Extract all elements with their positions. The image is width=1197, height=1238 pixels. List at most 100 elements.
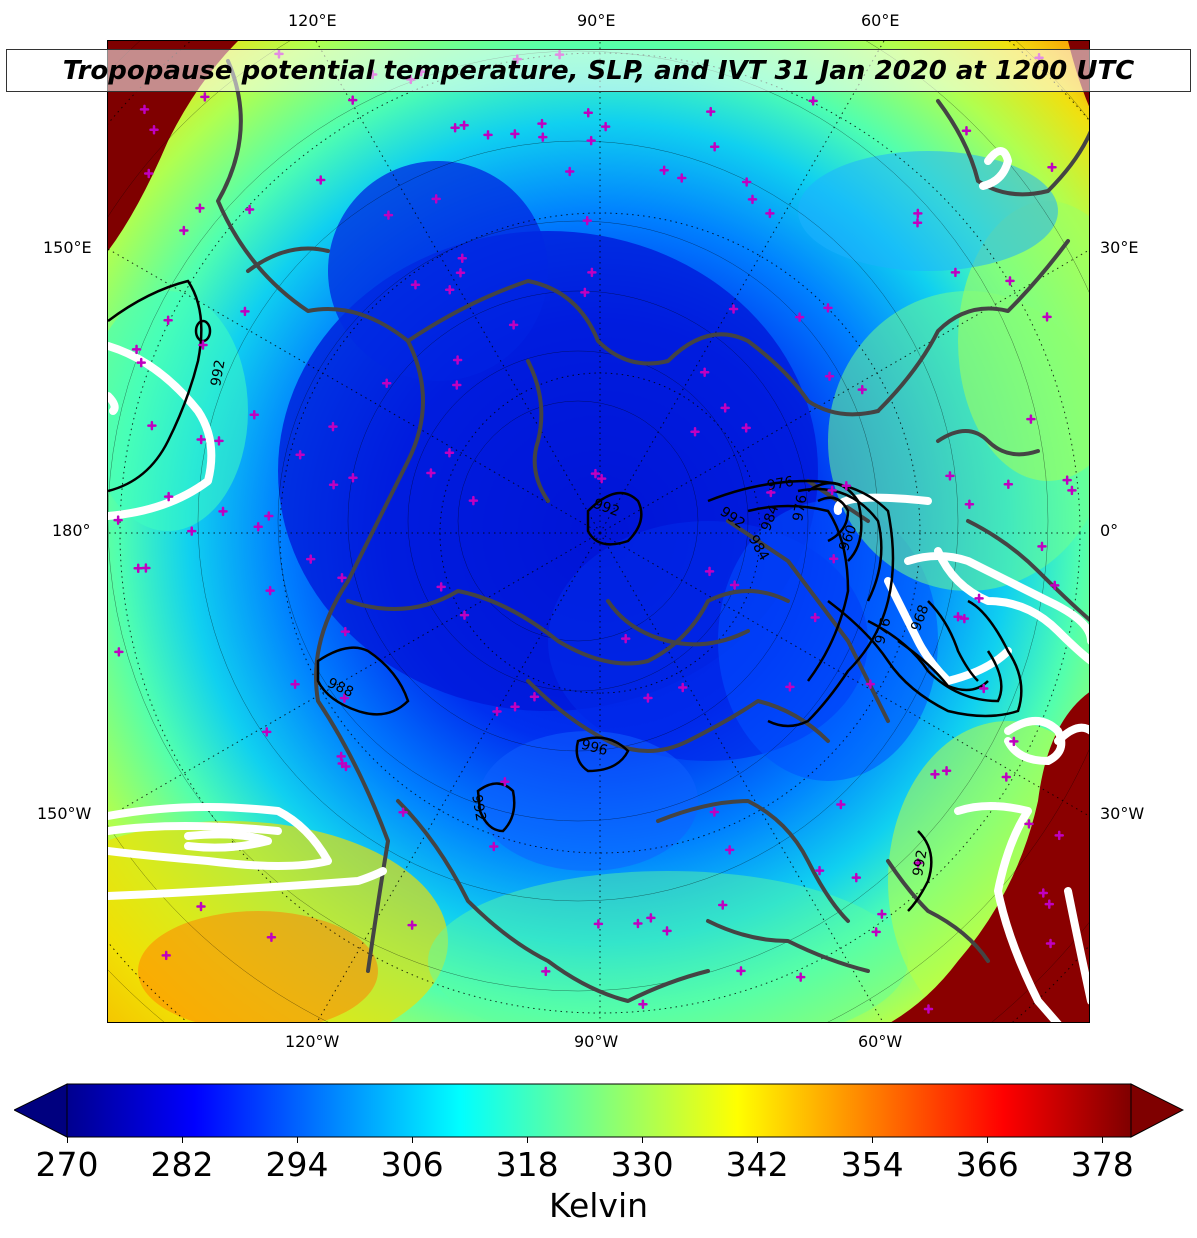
station-marker bbox=[643, 693, 653, 703]
station-marker bbox=[729, 580, 740, 590]
station-marker bbox=[244, 204, 255, 215]
station-marker bbox=[510, 129, 520, 139]
lon-label-bottom-60w: 60°W bbox=[858, 1032, 903, 1051]
station-marker bbox=[961, 126, 972, 136]
station-marker bbox=[1044, 899, 1055, 909]
station-marker bbox=[253, 521, 263, 532]
colorbar-tick-label: 366 bbox=[955, 1145, 1019, 1184]
station-marker bbox=[747, 194, 758, 205]
station-marker bbox=[529, 691, 540, 702]
colorbar-over-arrow bbox=[1130, 1083, 1185, 1138]
station-marker bbox=[136, 357, 146, 368]
station-marker bbox=[261, 727, 272, 737]
coastlines bbox=[216, 59, 1089, 1003]
station-marker bbox=[808, 96, 818, 106]
station-marker bbox=[827, 485, 837, 496]
station-marker bbox=[336, 751, 346, 762]
station-marker bbox=[583, 107, 594, 118]
station-marker bbox=[720, 403, 730, 413]
station-marker bbox=[593, 919, 604, 929]
station-marker bbox=[1038, 888, 1049, 898]
station-marker bbox=[646, 913, 656, 923]
station-marker bbox=[941, 765, 952, 776]
station-marker bbox=[586, 135, 596, 146]
station-marker bbox=[724, 845, 735, 855]
colorbar-tick-mark bbox=[527, 1137, 529, 1143]
colorbar-tick-mark bbox=[642, 1137, 644, 1143]
station-marker bbox=[149, 125, 159, 135]
station-marker bbox=[857, 384, 867, 395]
station-marker bbox=[600, 121, 611, 132]
colorbar-tick-mark bbox=[987, 1137, 989, 1143]
colorbar-tick-label: 306 bbox=[380, 1145, 444, 1184]
station-marker bbox=[964, 499, 975, 510]
station-marker bbox=[196, 434, 206, 445]
station-marker bbox=[564, 166, 575, 177]
station-marker bbox=[1049, 580, 1060, 591]
station-marker bbox=[851, 872, 862, 883]
station-marker bbox=[974, 593, 984, 604]
station-marker bbox=[795, 972, 806, 982]
station-marker bbox=[195, 203, 205, 213]
station-marker bbox=[510, 701, 520, 712]
colorbar-tick-mark bbox=[757, 1137, 759, 1143]
lon-label-left-180: 180° bbox=[52, 521, 91, 540]
station-marker bbox=[340, 626, 351, 637]
station-marker bbox=[913, 858, 923, 868]
colorbar-tick-label: 294 bbox=[265, 1145, 329, 1184]
station-marker bbox=[930, 769, 940, 779]
station-marker bbox=[179, 225, 189, 236]
station-marker bbox=[959, 613, 970, 624]
station-marker bbox=[814, 865, 825, 876]
station-marker bbox=[582, 215, 592, 226]
station-marker bbox=[950, 267, 961, 278]
colorbar-tick-mark bbox=[67, 1137, 68, 1143]
map-title: Tropopause potential temperature, SLP, a… bbox=[62, 55, 1135, 86]
station-marker bbox=[580, 287, 590, 298]
station-marker bbox=[133, 563, 143, 573]
station-marker bbox=[457, 253, 468, 263]
station-marker bbox=[143, 168, 154, 179]
station-marker bbox=[865, 679, 876, 689]
station-marker bbox=[407, 920, 417, 930]
station-marker bbox=[728, 304, 739, 314]
colorbar-tick-label: 318 bbox=[495, 1145, 559, 1184]
station-marker bbox=[741, 177, 752, 187]
station-marker bbox=[163, 315, 173, 325]
lon-label-bottom-120w: 120°W bbox=[285, 1032, 340, 1051]
station-marker bbox=[347, 95, 358, 105]
station-marker bbox=[841, 480, 852, 491]
station-marker bbox=[537, 118, 547, 129]
lon-label-bottom-90w: 90°W bbox=[574, 1032, 619, 1051]
colorbar-tick-label: 282 bbox=[150, 1145, 214, 1184]
station-marker bbox=[186, 526, 197, 536]
station-marker bbox=[662, 926, 672, 936]
station-marker bbox=[766, 487, 776, 498]
station-marker bbox=[633, 918, 643, 929]
station-marker bbox=[978, 683, 989, 694]
colorbar-tick-label: 330 bbox=[610, 1145, 674, 1184]
station-marker bbox=[337, 758, 347, 769]
station-marker bbox=[785, 682, 795, 692]
station-marker bbox=[677, 173, 687, 183]
station-marker bbox=[677, 682, 688, 693]
station-marker bbox=[492, 706, 502, 717]
station-marker bbox=[452, 355, 463, 365]
station-marker bbox=[444, 447, 455, 458]
lon-label-right-30e: 30°E bbox=[1100, 238, 1139, 257]
colorbar-tick-label: 270 bbox=[35, 1145, 99, 1184]
station-marker bbox=[590, 468, 601, 479]
station-marker bbox=[265, 585, 275, 596]
station-marker bbox=[699, 367, 710, 378]
station-marker bbox=[836, 799, 846, 810]
station-marker bbox=[141, 563, 151, 573]
station-marker bbox=[200, 92, 210, 102]
station-marker bbox=[161, 950, 171, 961]
station-marker bbox=[489, 841, 499, 852]
lon-label-right-30w: 30°W bbox=[1100, 804, 1145, 823]
station-marker bbox=[1047, 162, 1057, 173]
station-marker bbox=[483, 130, 493, 140]
station-marker bbox=[305, 554, 316, 564]
station-marker bbox=[638, 999, 648, 1010]
station-marker bbox=[1003, 479, 1014, 490]
